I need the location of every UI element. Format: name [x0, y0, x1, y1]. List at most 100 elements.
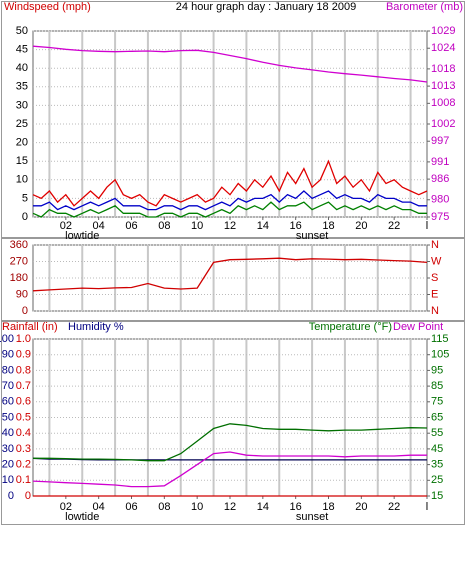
- y2-tick-label: 55: [431, 427, 443, 439]
- y2-tick-label: N: [431, 239, 439, 251]
- y-tick-label: 0: [8, 490, 14, 502]
- y2-tick-label: E: [431, 288, 438, 300]
- x-tick-label: 16: [290, 220, 302, 232]
- plot-area: [32, 338, 428, 497]
- y3-tick-label: 0: [25, 490, 31, 502]
- y-tick-label: 60: [2, 396, 14, 408]
- x-tick-label: 10: [191, 501, 203, 513]
- x-tick-label: 14: [257, 220, 269, 232]
- y3-tick-label: 0.2: [16, 459, 31, 471]
- data-line: [32, 201, 427, 218]
- y2-tick-label: 65: [431, 411, 443, 423]
- y3-tick-label: 0.8: [16, 364, 31, 376]
- y3-tick-label: 0.6: [16, 396, 31, 408]
- annotation: lowtide: [65, 230, 99, 242]
- y2-tick-label: 980: [431, 194, 449, 206]
- data-line: [32, 451, 427, 488]
- data-line: [32, 159, 428, 207]
- y-axis-label: Windspeed (mph): [4, 1, 91, 13]
- y-tick-label: 180: [10, 272, 28, 284]
- x-tick-label: 08: [158, 220, 170, 232]
- y2-axis-label: Temperature (°F): [309, 321, 392, 333]
- y2-tick-label: 1008: [431, 97, 455, 109]
- y-tick-label: 50: [2, 411, 14, 423]
- y2-tick-label: 991: [431, 156, 449, 168]
- x-tick-label: 18: [322, 501, 334, 513]
- y-tick-label: 70: [2, 380, 14, 392]
- y-tick-label: 10: [16, 174, 28, 186]
- y3-tick-label: 0.1: [16, 474, 31, 486]
- y-tick-label: 45: [16, 44, 28, 56]
- y2-axis-label: Barometer (mb): [386, 1, 463, 13]
- y3-tick-label: 0.3: [16, 443, 31, 455]
- y2-tick-label: S: [431, 272, 438, 284]
- y-axis-label: Humidity %: [68, 321, 124, 333]
- y-tick-label: 90: [16, 288, 28, 300]
- y2-tick-label: 1002: [431, 118, 455, 130]
- x-tick-label: 02: [60, 220, 72, 232]
- y2-tick-label: 95: [431, 364, 443, 376]
- y-tick-label: 270: [10, 255, 28, 267]
- x-tick-label: 20: [355, 220, 367, 232]
- y-tick-label: 30: [2, 443, 14, 455]
- y-tick-label: 20: [16, 137, 28, 149]
- y2-tick-label: 997: [431, 135, 449, 147]
- y-tick-label: 360: [10, 239, 28, 251]
- x-tick-label: 22: [388, 501, 400, 513]
- y-tick-label: 25: [16, 118, 28, 130]
- data-line: [32, 457, 427, 461]
- y-tick-label: 35: [16, 81, 28, 93]
- y2-tick-label: 975: [431, 211, 449, 223]
- y-tick-label: 10: [2, 474, 14, 486]
- y2-axis-label: Dew Point: [393, 321, 443, 333]
- x-tick-label: 04: [93, 220, 105, 232]
- y2-tick-label: 1029: [431, 25, 455, 37]
- y2-tick-label: W: [431, 255, 442, 267]
- y2-tick-label: 85: [431, 380, 443, 392]
- x-tick-label: 06: [125, 220, 137, 232]
- x-tick-label: 02: [60, 501, 72, 513]
- y2-tick-label: 1013: [431, 80, 455, 92]
- plot-area: [32, 30, 428, 218]
- y2-tick-label: 1018: [431, 63, 455, 75]
- y-tick-label: 50: [16, 25, 28, 37]
- y3-tick-label: 1.0: [16, 333, 31, 345]
- y-tick-label: 100: [0, 333, 14, 345]
- y2-tick-label: 75: [431, 396, 443, 408]
- y2-tick-label: 115: [431, 333, 449, 345]
- panel-border: [1, 1, 465, 238]
- y3-tick-label: 0.5: [16, 411, 31, 423]
- x-tick-label: 10: [191, 220, 203, 232]
- y-tick-label: 15: [16, 155, 28, 167]
- chart-title: 24 hour graph day : January 18 2009: [176, 1, 356, 13]
- y-tick-label: 40: [16, 62, 28, 74]
- y-tick-label: 20: [2, 459, 14, 471]
- data-line: [32, 45, 428, 83]
- x-tick-label: 14: [257, 501, 269, 513]
- y-tick-label: 90: [2, 349, 14, 361]
- annotation: sunset: [296, 230, 328, 242]
- x-tick-label: 06: [125, 501, 137, 513]
- panel-border: [1, 238, 465, 321]
- y-tick-label: 0: [22, 305, 28, 317]
- data-line: [33, 190, 427, 211]
- data-line: [32, 257, 428, 292]
- y-tick-label: 0: [22, 211, 28, 223]
- y-tick-label: 5: [22, 192, 28, 204]
- x-tick-label: 22: [388, 220, 400, 232]
- y2-tick-label: 986: [431, 173, 449, 185]
- x-tick-label: 12: [224, 220, 236, 232]
- y2-tick-label: 45: [431, 443, 443, 455]
- y2-tick-label: 25: [431, 474, 443, 486]
- y-tick-label: 30: [16, 99, 28, 111]
- x-tick-label: 04: [93, 501, 105, 513]
- y3-tick-label: 0.4: [16, 427, 31, 439]
- y2-tick-label: 1024: [431, 42, 455, 54]
- x-tick-label: 16: [290, 501, 302, 513]
- y3-tick-label: 0.7: [16, 380, 31, 392]
- x-tick-label: l: [426, 501, 428, 513]
- x-tick-label: 08: [158, 501, 170, 513]
- y2-tick-label: N: [431, 305, 439, 317]
